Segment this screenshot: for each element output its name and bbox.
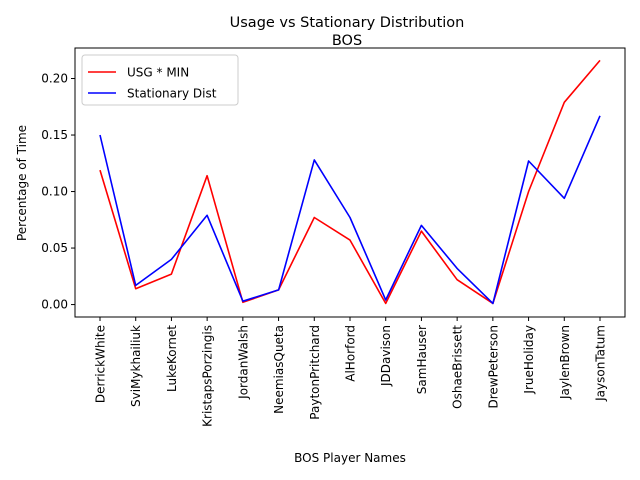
y-tick-label: 0.20 xyxy=(41,72,68,86)
y-tick-label: 0.15 xyxy=(41,128,68,142)
x-tick-label: SamHauser xyxy=(415,325,429,394)
legend: USG * MIN Stationary Dist xyxy=(81,54,239,106)
chart-title: Usage vs Stationary Distribution xyxy=(230,15,465,31)
series-lines xyxy=(99,59,601,305)
x-tick-label: PaytonPritchard xyxy=(308,325,322,420)
x-axis: DerrickWhite SviMykhailiuk LukeKornet Krist… xyxy=(94,317,608,427)
x-tick-label: JrueHoliday xyxy=(522,325,536,395)
x-tick-label: KristapsPorzingis xyxy=(201,325,215,427)
legend-label-1: Stationary Dist xyxy=(127,87,217,101)
x-tick-label: DrewPeterson xyxy=(486,325,500,409)
x-tick-label: NeemiasQueta xyxy=(272,325,286,414)
x-tick-label: OshaeBrissett xyxy=(451,325,465,409)
x-tick-label: LukeKornet xyxy=(165,325,179,392)
y-tick-label: 0.05 xyxy=(41,241,68,255)
x-tick-label: JaysonTatum xyxy=(594,325,608,402)
x-tick-label: JordanWalsh xyxy=(236,325,250,400)
chart-subtitle: BOS xyxy=(332,33,362,49)
legend-box xyxy=(81,54,239,106)
legend-label-0: USG * MIN xyxy=(127,66,189,80)
y-tick-label: 0.10 xyxy=(41,185,68,199)
x-tick-label: AlHorford xyxy=(344,325,358,382)
x-tick-label: DerrickWhite xyxy=(94,325,108,403)
y-axis: 0.00 0.05 0.10 0.15 0.20 xyxy=(41,72,75,312)
x-axis-label: BOS Player Names xyxy=(294,451,406,465)
y-tick-label: 0.00 xyxy=(41,298,68,312)
series-line-0 xyxy=(99,59,601,305)
series-line-1 xyxy=(99,115,601,305)
x-tick-label: JDDavison xyxy=(379,325,393,387)
y-axis-label: Percentage of Time xyxy=(15,125,29,241)
x-tick-label: JaylenBrown xyxy=(558,325,572,400)
x-tick-label: SviMykhailiuk xyxy=(129,325,143,407)
